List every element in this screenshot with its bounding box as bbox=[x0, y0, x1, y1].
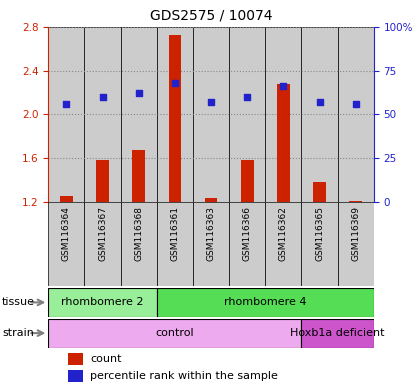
Bar bbox=[302, 202, 338, 286]
Bar bbox=[121, 27, 157, 202]
Point bbox=[99, 94, 106, 100]
Text: percentile rank within the sample: percentile rank within the sample bbox=[90, 371, 278, 381]
Text: GSM116366: GSM116366 bbox=[243, 206, 252, 261]
Bar bbox=[60, 196, 73, 202]
Text: GSM116361: GSM116361 bbox=[171, 206, 179, 261]
Text: GSM116362: GSM116362 bbox=[279, 206, 288, 261]
Bar bbox=[229, 27, 265, 202]
Bar bbox=[193, 202, 229, 286]
Bar bbox=[68, 353, 83, 365]
Text: GSM116363: GSM116363 bbox=[207, 206, 215, 261]
Bar bbox=[229, 202, 265, 286]
Point bbox=[280, 83, 287, 89]
Text: control: control bbox=[155, 328, 194, 338]
Text: rhombomere 4: rhombomere 4 bbox=[224, 297, 307, 308]
Bar bbox=[157, 202, 193, 286]
Bar bbox=[193, 27, 229, 202]
Bar bbox=[338, 27, 374, 202]
Bar bbox=[48, 202, 84, 286]
Bar bbox=[84, 202, 121, 286]
Bar bbox=[265, 202, 302, 286]
Text: tissue: tissue bbox=[2, 297, 35, 308]
Text: GSM116367: GSM116367 bbox=[98, 206, 107, 261]
Point bbox=[316, 99, 323, 105]
Point bbox=[244, 94, 251, 100]
Point bbox=[171, 80, 178, 86]
Bar bbox=[241, 160, 254, 202]
Point bbox=[63, 101, 70, 107]
Text: strain: strain bbox=[2, 328, 34, 338]
Bar bbox=[48, 288, 157, 317]
Bar bbox=[313, 182, 326, 202]
Bar bbox=[48, 319, 302, 348]
Bar bbox=[96, 160, 109, 202]
Text: rhombomere 2: rhombomere 2 bbox=[61, 297, 144, 308]
Text: Hoxb1a deficient: Hoxb1a deficient bbox=[290, 328, 385, 338]
Bar bbox=[205, 198, 218, 202]
Bar bbox=[277, 84, 290, 202]
Bar bbox=[338, 202, 374, 286]
Text: GSM116364: GSM116364 bbox=[62, 206, 71, 261]
Bar bbox=[168, 35, 181, 202]
Text: count: count bbox=[90, 354, 121, 364]
Point bbox=[208, 99, 215, 105]
Bar bbox=[48, 27, 84, 202]
Bar bbox=[68, 370, 83, 382]
Bar bbox=[302, 319, 374, 348]
Bar bbox=[157, 288, 374, 317]
Title: GDS2575 / 10074: GDS2575 / 10074 bbox=[150, 9, 272, 23]
Bar bbox=[121, 202, 157, 286]
Bar bbox=[84, 27, 121, 202]
Bar bbox=[157, 27, 193, 202]
Bar bbox=[349, 200, 362, 202]
Point bbox=[352, 101, 359, 107]
Point bbox=[135, 90, 142, 96]
Bar bbox=[302, 27, 338, 202]
Bar bbox=[265, 27, 302, 202]
Text: GSM116365: GSM116365 bbox=[315, 206, 324, 261]
Bar bbox=[132, 150, 145, 202]
Text: GSM116368: GSM116368 bbox=[134, 206, 143, 261]
Text: GSM116369: GSM116369 bbox=[351, 206, 360, 261]
